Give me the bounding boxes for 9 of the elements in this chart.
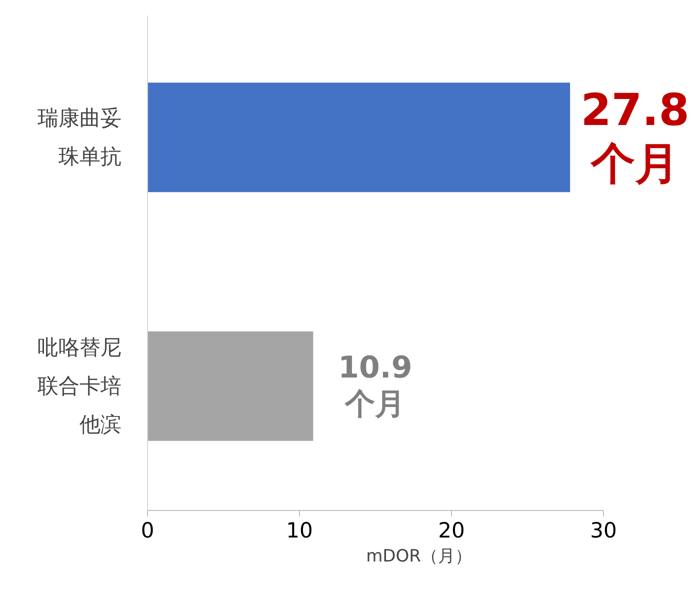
data-label: 10.9 个月	[338, 350, 412, 422]
x-axis-title: mDOR（月）	[366, 546, 472, 566]
x-tick-label: 30	[590, 518, 617, 542]
y-tick-label: 瑞康曲妥珠单抗	[38, 106, 122, 169]
data-label: 27.8 个月	[580, 85, 690, 190]
x-tick-label: 10	[286, 518, 313, 542]
x-tick-label: 0	[140, 518, 154, 542]
y-tick-label: 吡咯替尼联合卡培他滨	[38, 336, 122, 437]
x-tick-label: 20	[438, 518, 465, 542]
